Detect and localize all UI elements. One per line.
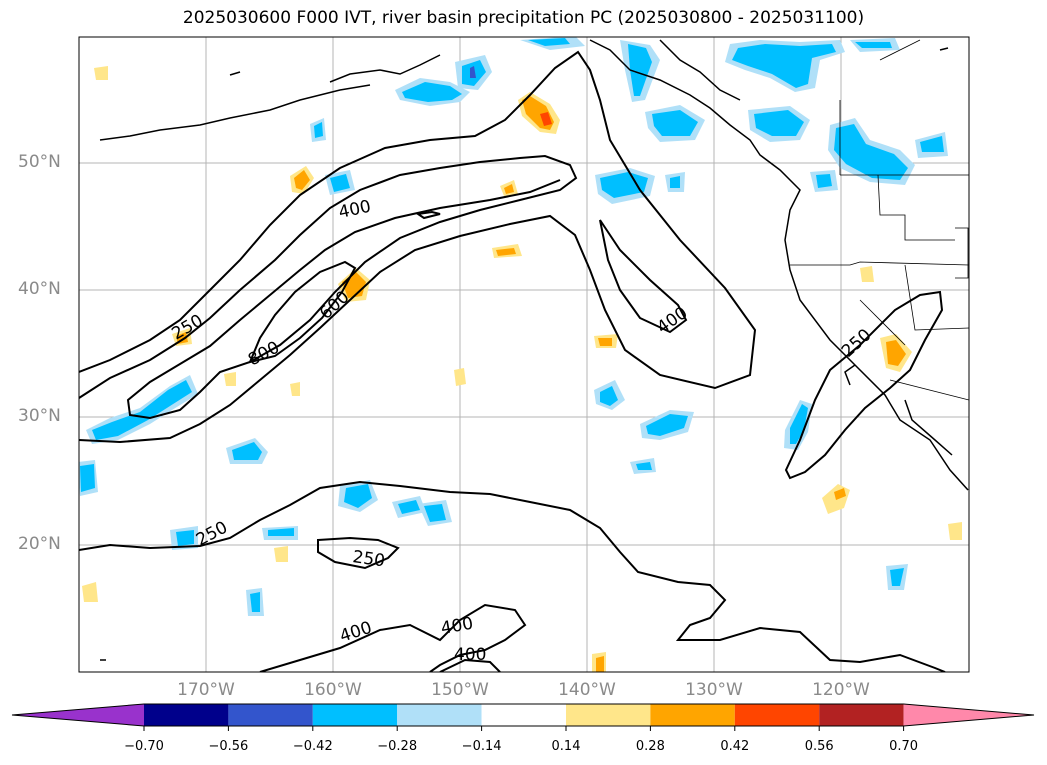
colorbar-segment — [312, 704, 398, 726]
colorbar-tick-label: 0.14 — [551, 739, 581, 754]
colorbar-tick-label: −0.28 — [377, 739, 418, 754]
colorbar-segment — [144, 704, 229, 726]
longitude-label: 150°W — [431, 680, 489, 700]
colorbar-tick-label: −0.70 — [124, 739, 164, 754]
negative-pc-areas — [79, 37, 948, 616]
colorbar — [11, 703, 1035, 731]
latitude-label: 50°N — [18, 152, 61, 172]
latitude-label: 20°N — [18, 534, 61, 554]
contour-label: 250 — [838, 325, 876, 362]
colorbar-segment — [734, 704, 820, 726]
map-area — [79, 37, 969, 672]
longitude-label: 120°W — [812, 680, 870, 700]
colorbar-tick-label: −0.42 — [292, 739, 333, 754]
graticule — [79, 37, 969, 672]
borders — [790, 39, 969, 401]
coastlines — [99, 39, 969, 661]
ivt-contours — [79, 50, 946, 672]
colorbar-segment — [650, 704, 735, 726]
contour-label: 400 — [337, 618, 374, 647]
colorbar-tick-label: 0.56 — [804, 739, 834, 754]
colorbar-tick-label: 0.42 — [720, 739, 750, 754]
longitude-label: 170°W — [177, 680, 235, 700]
colorbar-extend-min — [12, 704, 144, 726]
contour-label: 400 — [439, 614, 474, 639]
contour-label: 250 — [351, 547, 386, 571]
colorbar-segment — [397, 704, 482, 726]
contour-label: 400 — [653, 303, 691, 338]
latitude-label: 40°N — [18, 279, 61, 299]
colorbar-tick-label: 0.28 — [635, 739, 665, 754]
colorbar-segment — [481, 704, 566, 726]
colorbar-tick-label: −0.14 — [461, 739, 502, 754]
map-frame — [78, 36, 970, 673]
contour-label: 400 — [454, 645, 486, 665]
colorbar-segment — [819, 704, 904, 726]
map-title: 2025030600 F000 IVT, river basin precipi… — [182, 8, 865, 28]
longitude-label: 130°W — [685, 680, 743, 700]
latitude-label: 30°N — [18, 406, 61, 426]
longitude-label: 160°W — [304, 680, 362, 700]
colorbar-segment — [228, 704, 313, 726]
contour-labels: 250 400 600 800 400 250 250 250 400 400 … — [169, 197, 876, 665]
colorbar-segment — [566, 704, 651, 726]
colorbar-tick-label: 0.70 — [889, 739, 919, 754]
colorbar-extend-max — [903, 704, 1034, 726]
longitude-label: 140°W — [558, 680, 616, 700]
colorbar-tick-label: −0.56 — [208, 739, 249, 754]
